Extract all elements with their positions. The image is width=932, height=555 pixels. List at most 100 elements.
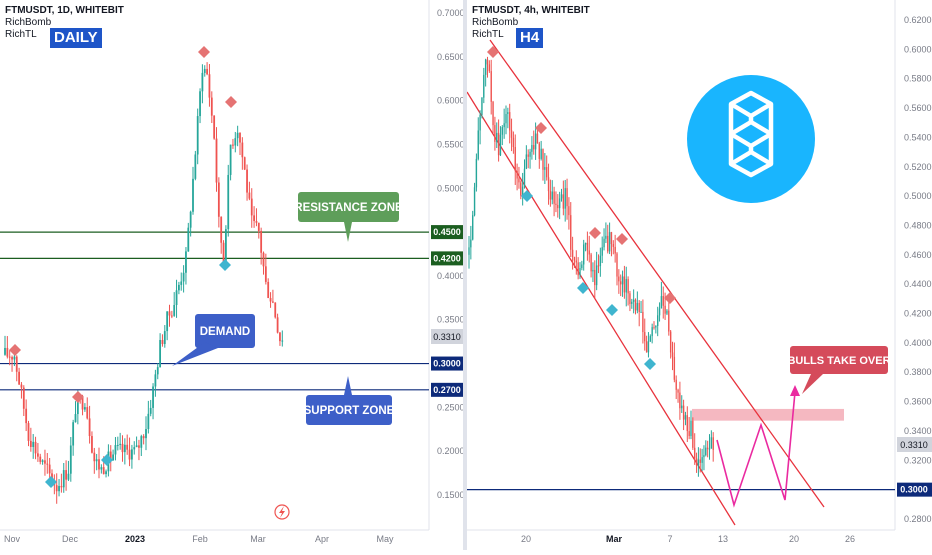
- candle-body: [675, 379, 677, 390]
- bulls-resistance-zone[interactable]: [692, 408, 844, 421]
- indicator-richtl[interactable]: RichTL: [472, 29, 504, 40]
- panel-divider[interactable]: [463, 0, 467, 550]
- price-axis[interactable]: 0.6200 0.6000 0.5800 0.5600 0.5400 0.5200 0.50…: [894, 0, 932, 530]
- x-tick-label: Apr: [315, 534, 329, 544]
- candle-body: [653, 327, 655, 329]
- candle-body: [274, 302, 277, 318]
- demand-callout[interactable]: DEMAND: [172, 314, 255, 366]
- candle-body: [651, 327, 653, 337]
- symbol-title[interactable]: FTMUSDT, 1D, WHITEBIT: [5, 5, 124, 16]
- channel-lower-line[interactable]: [466, 91, 736, 526]
- candle-body: [142, 436, 145, 439]
- candle-body: [201, 72, 204, 92]
- candle-body: [166, 311, 169, 332]
- candle-body: [494, 125, 496, 142]
- candle-body: [114, 445, 117, 455]
- candle-body: [473, 187, 476, 216]
- level-price-tag: [431, 382, 463, 397]
- candle-body: [708, 448, 711, 450]
- h4-chart-panel[interactable]: 0.6200 0.6000 0.5800 0.5600 0.5400 0.5200 0.50…: [466, 0, 932, 550]
- bulls-take-over-callout[interactable]: BULLS TAKE OVER: [787, 346, 891, 394]
- candle-body: [95, 459, 98, 462]
- candle-body: [525, 154, 528, 169]
- daily-chart-canvas[interactable]: 0.7000 0.6500 0.6000 0.5500 0.5000 0.4500 0.40…: [0, 0, 465, 550]
- candle-body: [529, 151, 531, 157]
- candle-body: [710, 437, 713, 449]
- candle-body: [669, 331, 672, 353]
- level-price-label: 0.4500: [433, 227, 461, 237]
- top-signal-marker: [9, 344, 21, 356]
- candle-body: [523, 168, 526, 187]
- lightning-event-icon[interactable]: [274, 504, 290, 520]
- indicator-richbomb[interactable]: RichBomb: [472, 17, 519, 28]
- candle-body: [625, 279, 627, 293]
- chart-header: FTMUSDT, 1D, WHITEBIT RichBomb RichTL: [5, 5, 124, 41]
- candle-body: [705, 447, 707, 456]
- candle-body: [555, 203, 557, 205]
- candle-body: [566, 188, 568, 207]
- candle-body: [509, 112, 511, 131]
- candle-body: [145, 429, 147, 439]
- top-signal-marker: [487, 46, 499, 58]
- bottom-signal-marker: [101, 454, 113, 466]
- candle-body: [483, 74, 485, 98]
- candle-body: [588, 250, 590, 255]
- y-tick-label: 0.4000: [437, 271, 463, 281]
- candle-body: [138, 445, 140, 448]
- candle-body: [161, 339, 164, 345]
- channel-upper-line[interactable]: [489, 39, 825, 508]
- candle-body: [547, 177, 550, 192]
- y-tick-label: 0.4000: [904, 338, 932, 348]
- candle-body: [603, 238, 605, 248]
- candle-body: [15, 356, 18, 372]
- candle-body: [468, 247, 470, 255]
- candle-body: [229, 144, 232, 175]
- bottom-signal-marker: [219, 259, 231, 271]
- symbol-title[interactable]: FTMUSDT, 4h, WHITEBIT: [472, 5, 590, 16]
- candle-body: [199, 91, 201, 117]
- candle-body: [677, 389, 679, 393]
- candle-body: [470, 239, 472, 248]
- candle-body: [514, 147, 516, 171]
- candle-body: [595, 265, 598, 286]
- candle-body: [505, 113, 507, 124]
- candle-body: [681, 405, 683, 409]
- candle-body: [666, 310, 668, 314]
- x-tick-label: 20: [789, 534, 799, 544]
- y-tick-label: 0.6500: [437, 52, 463, 62]
- candle-body: [170, 315, 173, 317]
- top-signal-marker: [589, 227, 601, 239]
- candle-body: [196, 116, 199, 155]
- resistance-zone-callout[interactable]: RESISTANCE ZONE: [294, 192, 403, 242]
- candle-body: [612, 244, 614, 247]
- svg-text:0.3310: 0.3310: [900, 440, 928, 450]
- candle-body: [583, 244, 585, 265]
- time-axis[interactable]: Nov Dec 2023 Feb Mar Apr May: [0, 529, 429, 544]
- candle-body: [568, 206, 570, 216]
- h4-chart-canvas[interactable]: 0.6200 0.6000 0.5800 0.5600 0.5400 0.5200 0.50…: [466, 0, 932, 550]
- candle-body: [551, 191, 553, 200]
- candle-body: [126, 444, 129, 450]
- bullish-projection-path[interactable]: [716, 391, 796, 508]
- candle-body: [684, 415, 687, 420]
- candle-body: [62, 470, 65, 488]
- candle-body: [544, 167, 546, 170]
- candle-body: [581, 264, 583, 269]
- candle-body: [236, 132, 239, 139]
- candle-body: [264, 266, 267, 282]
- y-tick-label: 0.4400: [904, 279, 932, 289]
- candle-body: [13, 356, 16, 360]
- projection-arrow-head: [790, 385, 800, 396]
- indicator-richtl[interactable]: RichTL: [5, 29, 37, 40]
- candle-body: [492, 101, 494, 126]
- y-tick-label: 0.5500: [437, 139, 463, 149]
- indicator-richbomb[interactable]: RichBomb: [5, 17, 52, 28]
- daily-chart-panel[interactable]: 0.7000 0.6500 0.6000 0.5500 0.5000 0.4500 0.40…: [0, 0, 465, 550]
- candle-body: [227, 174, 230, 230]
- candle-body: [520, 182, 522, 196]
- last-price-tag: 0.3310: [431, 329, 463, 344]
- support-zone-callout[interactable]: SUPPORT ZONE: [304, 376, 395, 425]
- time-axis[interactable]: 20 Mar 7 13 20 26: [467, 529, 895, 544]
- y-tick-label: 0.1500: [437, 490, 463, 500]
- candle-body: [215, 138, 218, 183]
